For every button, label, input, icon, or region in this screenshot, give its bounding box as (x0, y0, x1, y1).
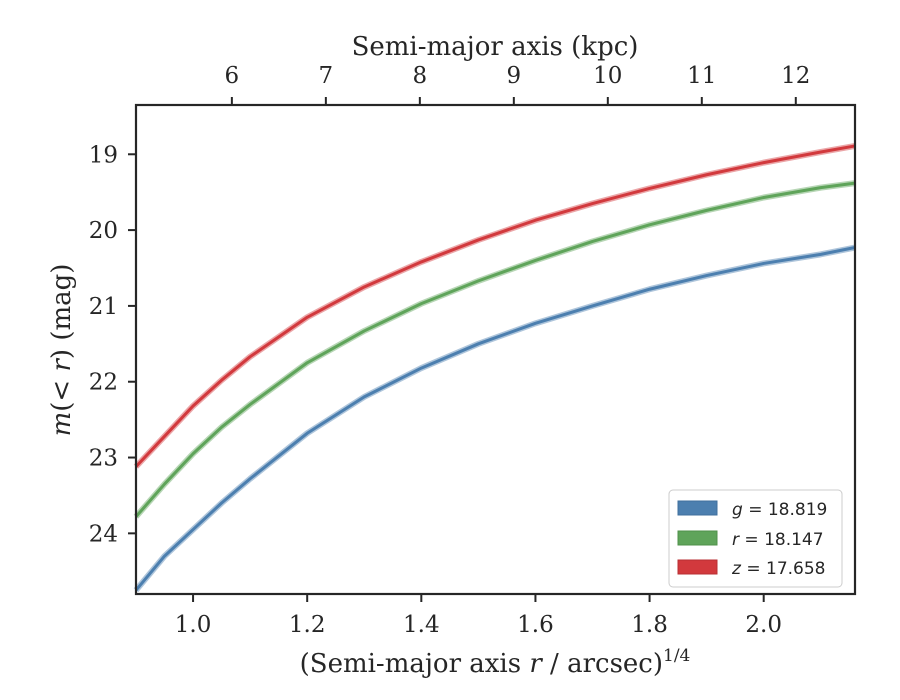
y-axis-title-variable-m: m (47, 412, 77, 437)
x-axis-title-part-2: / arcsec) (542, 649, 663, 679)
x-axis-title-variable: r (529, 649, 543, 679)
y-tick-label: 21 (89, 294, 118, 320)
top-tick-label: 10 (593, 63, 622, 89)
top-axis: 6 7 8 9 10 11 12 (225, 63, 810, 105)
legend-band-r: r (732, 530, 740, 550)
legend-band-z: z (731, 559, 742, 579)
x-tick-label: 1.2 (289, 612, 326, 638)
x-axis-title-part-1: (Semi-major axis (300, 649, 530, 679)
legend-value-z: 17.658 (766, 559, 825, 579)
plot-area (133, 103, 857, 596)
legend-swatch-g (677, 500, 718, 516)
x-tick-label: 2.0 (745, 612, 782, 638)
x-axis-title-exponent: 1/4 (663, 646, 690, 666)
series-r-line (134, 181, 856, 518)
legend-equals-r: = (739, 530, 764, 550)
x-axis: 1.0 1.2 1.4 1.6 1.8 2.0 (175, 594, 782, 638)
legend-value-r: 18.147 (764, 530, 823, 550)
top-tick-label: 7 (319, 63, 334, 89)
top-tick-label: 12 (781, 63, 810, 89)
legend-equals-g: = (743, 500, 768, 520)
top-tick-label: 8 (413, 63, 428, 89)
series-g-line (134, 246, 856, 592)
y-tick-label: 20 (89, 218, 118, 244)
legend-label-g: g = 18.819 (732, 500, 827, 520)
x-tick-label: 1.8 (631, 612, 668, 638)
legend-value-g: 18.819 (768, 500, 827, 520)
plot-frame (134, 103, 857, 596)
x-axis-title: (Semi-major axis r / arcsec)1/4 (300, 646, 691, 679)
top-axis-title: Semi-major axis (kpc) (352, 32, 639, 62)
y-axis: 19 20 21 22 23 24 (89, 142, 136, 547)
y-axis-title-variable-r: r (47, 358, 77, 372)
y-axis-title-less-than: (< (47, 372, 77, 412)
legend-equals-z: = (741, 559, 766, 579)
x-tick-label: 1.6 (517, 612, 554, 638)
top-tick-label: 6 (225, 63, 240, 89)
legend-swatch-r (677, 530, 718, 546)
y-tick-label: 23 (89, 446, 118, 472)
y-tick-label: 22 (89, 370, 118, 396)
series-layer (133, 142, 856, 593)
top-tick-label: 9 (507, 63, 522, 89)
legend-band-g: g (732, 500, 743, 520)
y-tick-label: 24 (89, 521, 118, 547)
y-tick-label: 19 (89, 142, 118, 168)
legend-label-z: z = 17.658 (731, 559, 825, 579)
legend: g = 18.819 r = 18.147 z = 17.658 (668, 489, 843, 588)
y-axis-title-unit: ) (mag) (47, 264, 77, 360)
y-axis-title: m(< r) (mag) (47, 264, 77, 437)
series-z-line (134, 144, 856, 468)
x-tick-label: 1.4 (403, 612, 440, 638)
x-tick-label: 1.0 (175, 612, 212, 638)
legend-label-r: r = 18.147 (732, 530, 824, 550)
legend-swatch-z (677, 559, 718, 575)
top-tick-label: 11 (687, 63, 716, 89)
